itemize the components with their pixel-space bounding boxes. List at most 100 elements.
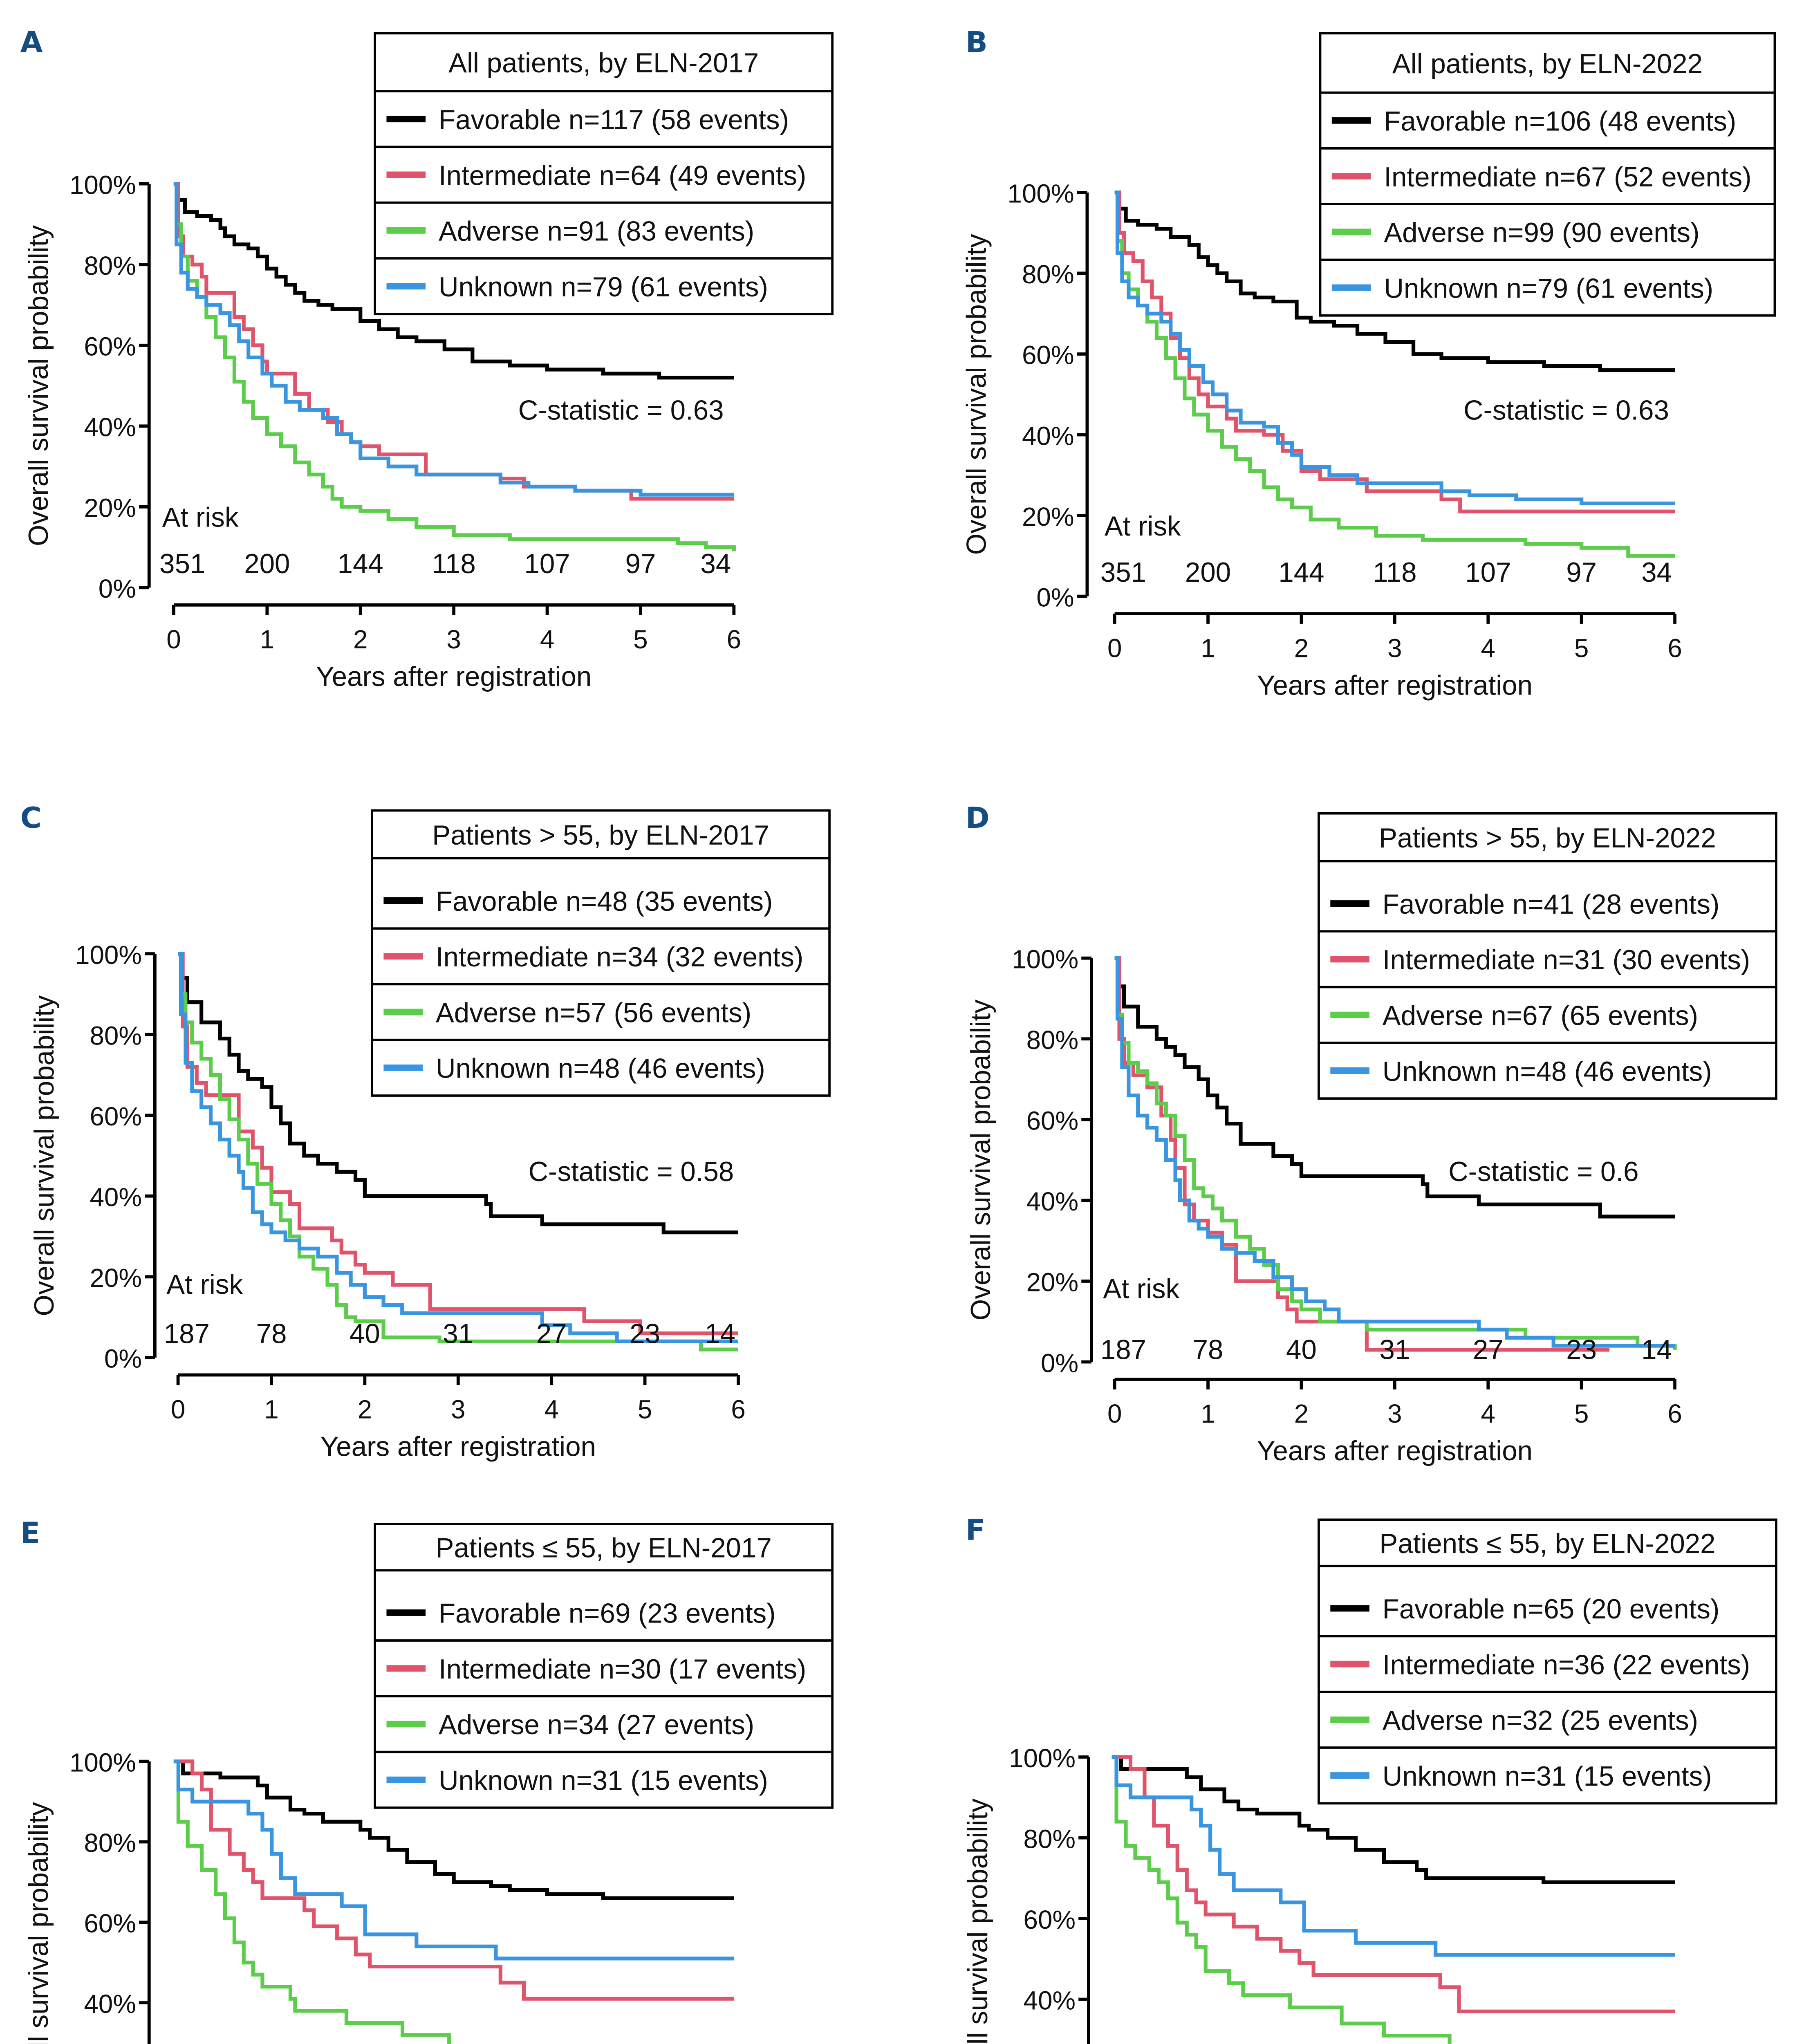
at-risk-count: 14	[1641, 1334, 1672, 1365]
x-tick-label: 1	[1201, 633, 1215, 663]
y-tick-label: 0%	[104, 1344, 142, 1374]
y-tick-label: 100%	[75, 940, 142, 970]
curve-intermediate	[173, 1759, 734, 2001]
panel-a: A 0% 20% 40% 60% 80% 100% Overall survival prob…	[20, 25, 834, 692]
at-risk-count: 200	[244, 549, 290, 579]
y-axis-title: Overall survival probability	[29, 995, 60, 1316]
curve-unknown	[173, 1759, 734, 1961]
x-tick-label: 2	[1294, 1399, 1309, 1428]
at-risk-count: 97	[1566, 557, 1597, 588]
at-risk-count: 27	[536, 1318, 567, 1349]
legend-title: Patients > 55, by ELN-2022	[1379, 823, 1716, 854]
y-tick-label: 100%	[1009, 1744, 1076, 1773]
at-risk-count: 118	[432, 549, 476, 579]
legend-entry-intermediate: Intermediate n=34 (32 events)	[436, 942, 803, 973]
x-tick-label: 0	[171, 1395, 185, 1424]
y-tick-label: 60%	[1024, 1905, 1076, 1934]
curve-favorable	[173, 182, 734, 380]
curve-intermediate	[178, 952, 738, 1336]
panel-letter-f: F	[966, 1513, 985, 1547]
x-tick-label: 6	[1667, 633, 1682, 663]
y-tick-label: 60%	[1022, 341, 1074, 370]
legend-entry-intermediate: Intermediate n=36 (22 events)	[1383, 1650, 1750, 1680]
x-tick-label: 5	[1574, 1399, 1589, 1428]
legend-entry-favorable: Favorable n=117 (58 events)	[439, 105, 789, 135]
x-tick-label: 0	[1107, 633, 1122, 663]
curve-unknown	[1114, 956, 1675, 1348]
at-risk-count: 187	[164, 1318, 210, 1349]
x-axis-title: Years after registration	[320, 1432, 596, 1462]
y-tick-label: 20%	[90, 1263, 142, 1293]
y-tick-label: 20%	[1022, 502, 1074, 531]
x-tick-label: 4	[1481, 633, 1495, 663]
c-statistic-label: C-statistic = 0.6	[1448, 1156, 1638, 1187]
legend-entry-unknown: Unknown n=31 (15 events)	[439, 1766, 768, 1796]
at-risk-count: 31	[443, 1318, 473, 1349]
panel-letter-e: E	[20, 1516, 40, 1550]
legend-entry-unknown: Unknown n=79 (61 events)	[439, 272, 768, 303]
at-risk-label: At risk	[166, 1269, 243, 1300]
y-tick-label: 20%	[1026, 1268, 1079, 1297]
at-risk-label: At risk	[1103, 1274, 1179, 1304]
y-tick-label: 80%	[1026, 1025, 1079, 1055]
panel-letter-d: D	[966, 801, 990, 835]
legend-entry-favorable: Favorable n=106 (48 events)	[1384, 106, 1736, 137]
y-tick-label: 100%	[69, 170, 136, 199]
legend-entry-adverse: Adverse n=57 (56 events)	[436, 997, 751, 1028]
y-tick-label: 80%	[90, 1021, 142, 1050]
x-tick-label: 6	[1667, 1399, 1682, 1428]
y-tick-label: 0%	[1041, 1348, 1078, 1378]
curve-favorable	[1112, 1755, 1675, 1884]
legend-entry-adverse: Adverse n=99 (90 events)	[1384, 217, 1699, 248]
y-tick-label: 20%	[84, 493, 136, 523]
y-tick-label: 100%	[69, 1748, 136, 1777]
curve-intermediate	[1114, 956, 1610, 1352]
legend-box	[374, 32, 834, 316]
y-tick-label: 60%	[84, 332, 136, 361]
curve-favorable	[173, 1759, 734, 1900]
legend: Patients > 55, by ELN-2017 Favorable n=48…	[371, 809, 831, 1097]
y-tick-label: 60%	[90, 1102, 142, 1131]
at-risk-label: At risk	[162, 502, 239, 533]
legend-entry-favorable: Favorable n=65 (20 events)	[1383, 1594, 1720, 1625]
legend: All patients, by ELN-2022 Favorable n=106…	[1319, 32, 1776, 317]
legend-entry-unknown: Unknown n=79 (61 events)	[1384, 273, 1713, 304]
at-risk-count: 187	[1100, 1334, 1146, 1365]
c-statistic-label: C-statistic = 0.58	[528, 1156, 734, 1187]
legend-entry-intermediate: Intermediate n=67 (52 events)	[1384, 162, 1751, 193]
x-axis-title: Years after registration	[1257, 1436, 1533, 1466]
curve-favorable	[1114, 956, 1675, 1219]
x-tick-label: 5	[1574, 633, 1589, 663]
y-tick-label: 60%	[1026, 1106, 1079, 1136]
x-tick-label: 3	[446, 625, 461, 654]
curve-favorable	[1114, 191, 1675, 372]
at-risk-count: 144	[338, 549, 383, 579]
y-tick-label: 40%	[84, 412, 136, 442]
x-tick-label: 5	[633, 625, 648, 654]
x-tick-label: 1	[1201, 1399, 1215, 1428]
legend-title: Patients > 55, by ELN-2017	[432, 820, 769, 851]
curve-adverse	[1112, 1755, 1452, 2044]
y-axis-title: Overall survival probability	[966, 1000, 996, 1320]
at-risk-count: 31	[1379, 1334, 1410, 1365]
at-risk-count: 27	[1473, 1334, 1504, 1365]
at-risk-count: 107	[1465, 557, 1511, 588]
x-axis-title: Years after registration	[316, 661, 592, 692]
legend-entry-favorable: Favorable n=69 (23 events)	[439, 1598, 776, 1629]
y-tick-label: 100%	[1008, 179, 1074, 208]
panel-e: E0%20%40%60%80%100%Overall survival prob…	[20, 1516, 834, 2044]
x-tick-label: 1	[260, 625, 274, 654]
curve-adverse	[1114, 956, 1677, 1350]
legend-entry-favorable: Favorable n=41 (28 events)	[1383, 889, 1720, 920]
y-tick-label: 40%	[1022, 421, 1074, 450]
x-tick-label: 2	[353, 625, 368, 654]
panel-letter-c: C	[20, 801, 42, 835]
curve-unknown	[1114, 191, 1675, 506]
at-risk-count: 23	[1566, 1334, 1597, 1365]
y-tick-label: 80%	[84, 251, 136, 280]
curve-unknown	[1112, 1755, 1675, 1957]
panel-b: B 0% 20% 40% 60% 80% 100% Overall survival prob…	[961, 25, 1776, 701]
curve-unknown	[173, 182, 734, 497]
legend-entry-adverse: Adverse n=34 (27 events)	[439, 1710, 754, 1740]
legend-entry-favorable: Favorable n=48 (35 events)	[436, 886, 773, 917]
